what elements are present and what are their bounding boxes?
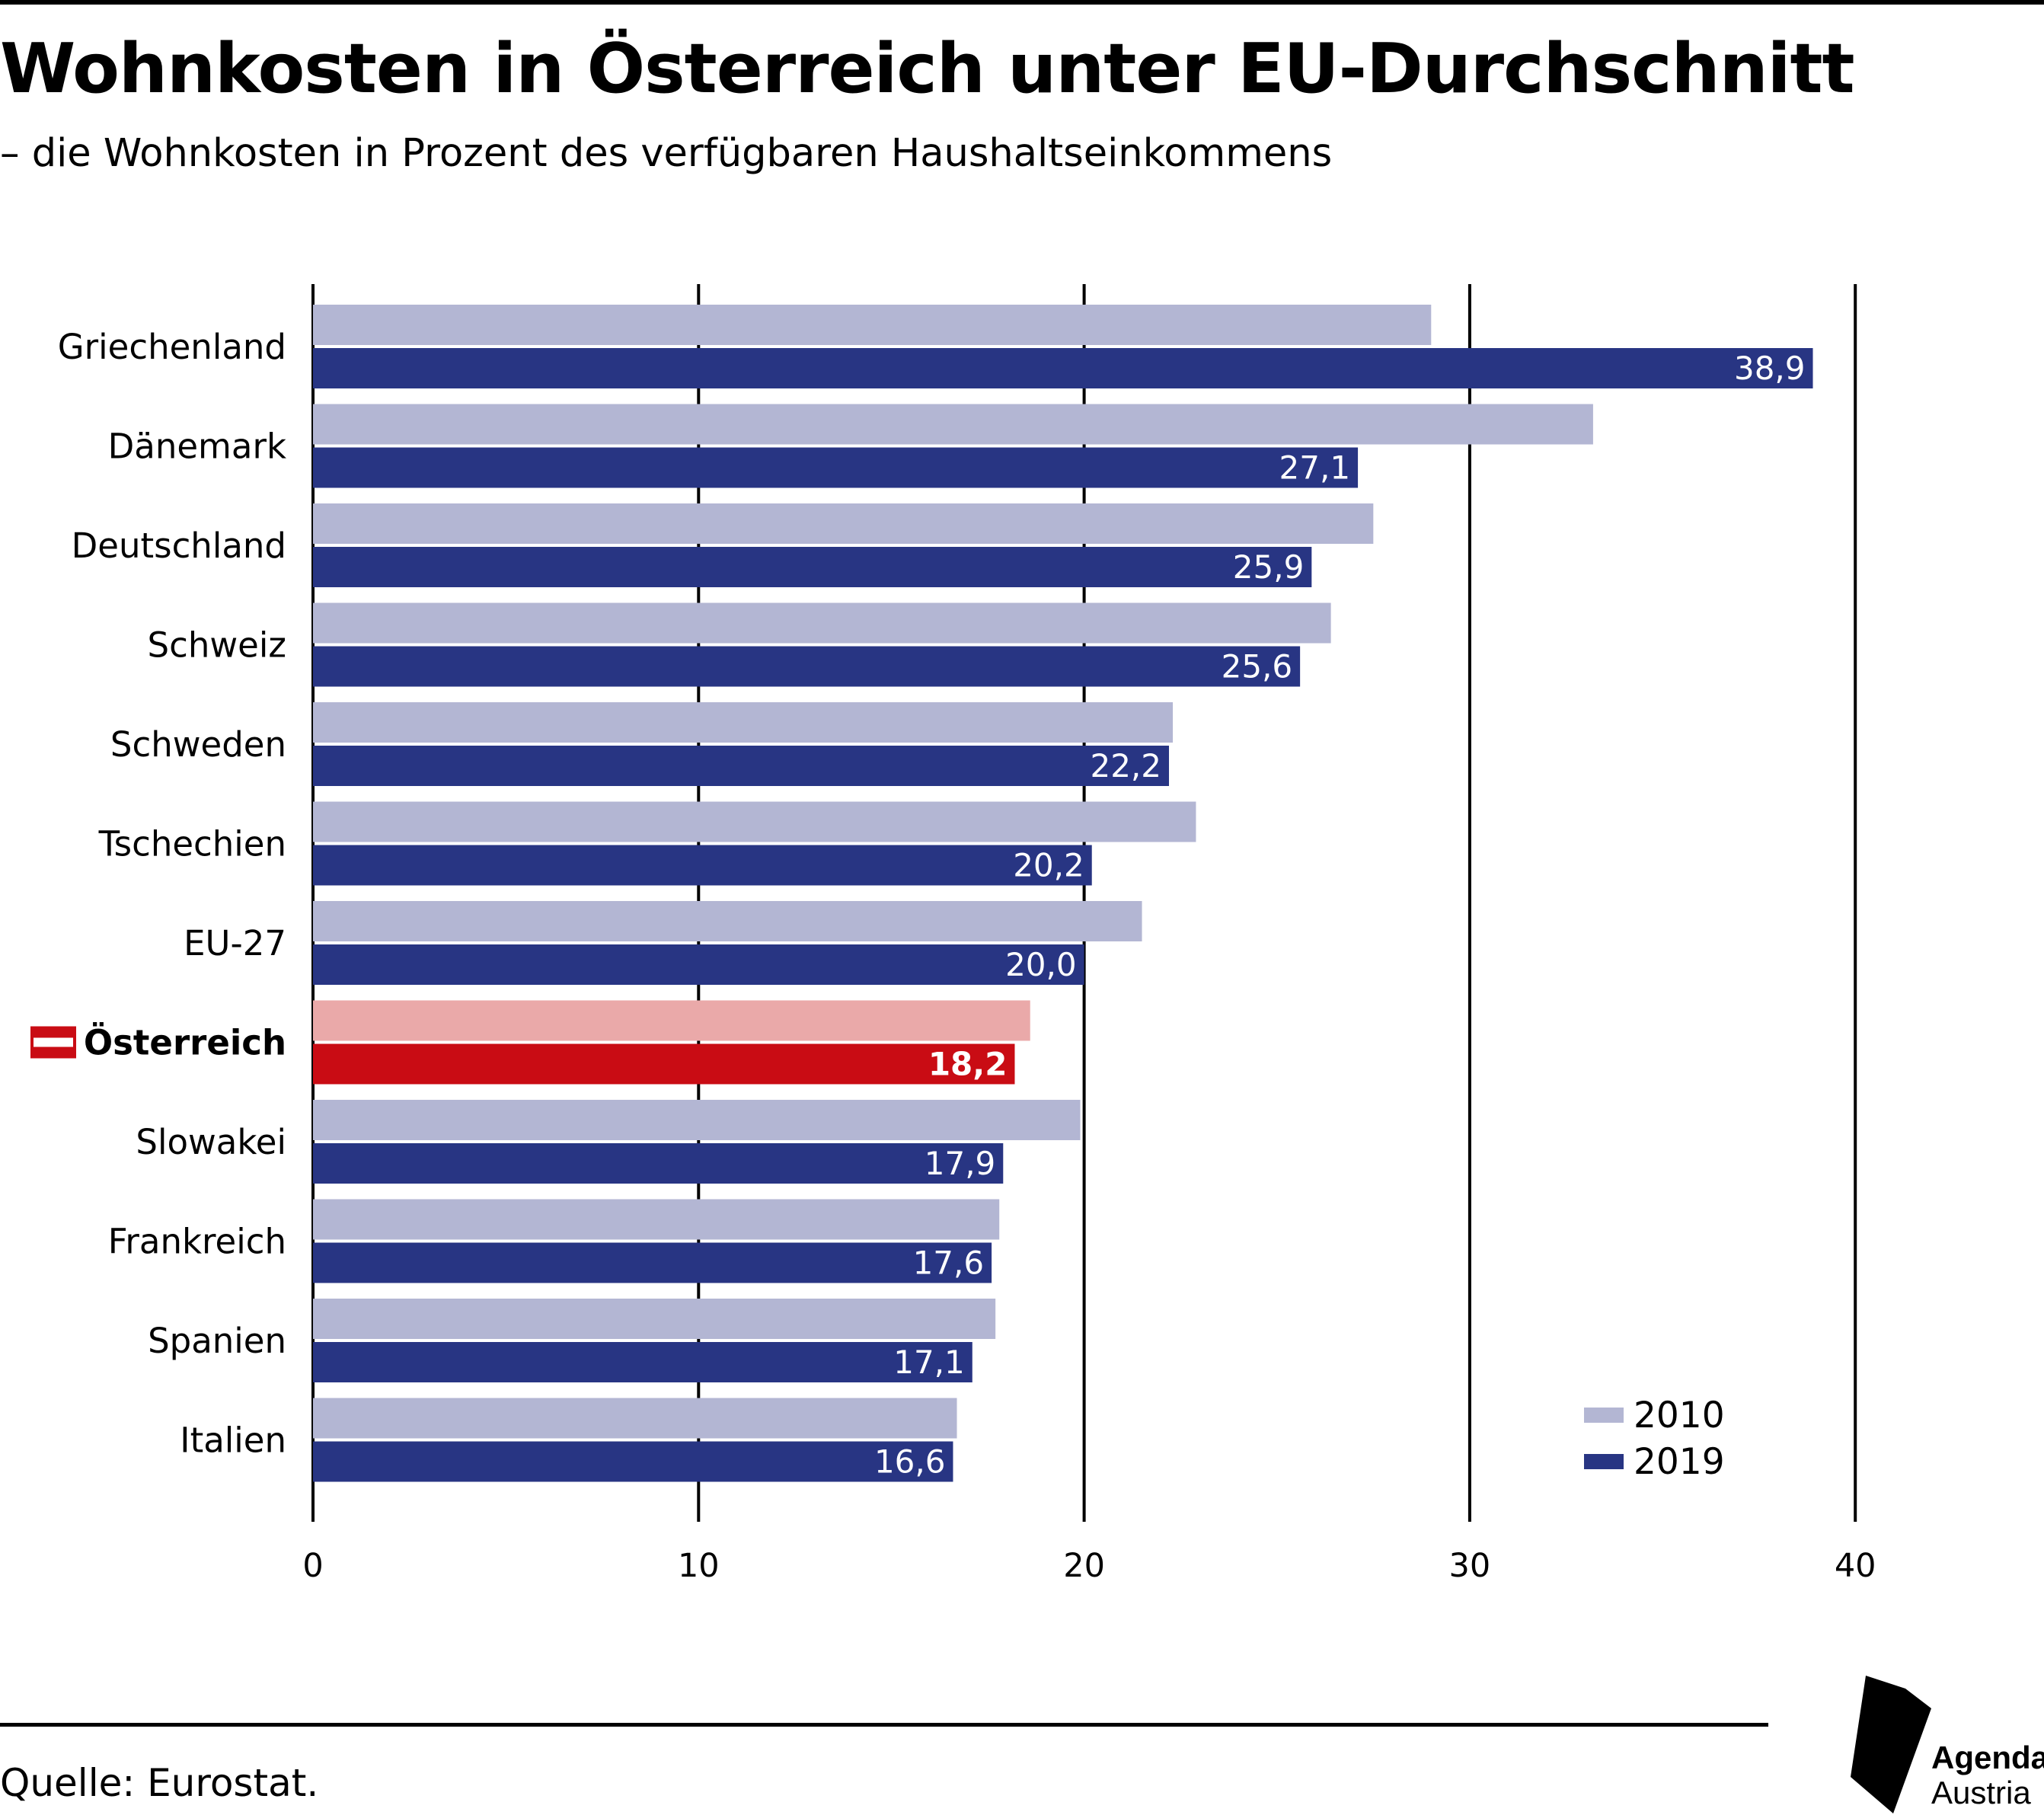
data-label-2019: 17,1 xyxy=(893,1344,965,1381)
data-label-2019: 16,6 xyxy=(874,1443,946,1481)
category-label: Slowakei xyxy=(136,1122,286,1162)
category-label: Schweiz xyxy=(148,625,286,666)
bar-2010-spanien xyxy=(313,1299,996,1339)
bar-2019-dänemark xyxy=(313,447,1359,488)
bar-2019-spanien xyxy=(313,1342,972,1382)
source-note: Quelle: Eurostat. xyxy=(0,1761,319,1805)
bar-2010-schweiz xyxy=(313,602,1331,644)
data-label-2019: 27,1 xyxy=(1279,449,1351,487)
flag-stripe xyxy=(34,1037,73,1047)
x-tick-label: 40 xyxy=(1835,1547,1876,1585)
category-labels: Griechenland Dänemark Deutschland Schweiz Sc… xyxy=(30,327,286,1461)
bar-2010-eu-27 xyxy=(313,901,1142,941)
category-label: Dänemark xyxy=(108,427,286,467)
category-label: Schweden xyxy=(110,724,286,765)
category-label: Tschechien xyxy=(98,824,286,864)
category-label: EU-27 xyxy=(184,923,286,963)
category-label: Frankreich xyxy=(108,1222,286,1262)
bar-2019-deutschland xyxy=(313,547,1312,587)
legend-label: 2010 xyxy=(1634,1395,1725,1436)
legend-label: 2019 xyxy=(1634,1441,1725,1483)
data-label-2019: 17,6 xyxy=(913,1245,985,1282)
logo-mark xyxy=(1851,1676,1931,1813)
bar-2019-slowakei xyxy=(313,1143,1004,1184)
data-label-2019: 25,9 xyxy=(1233,548,1305,586)
bar-2019-österreich xyxy=(313,1043,1015,1085)
data-label-2019: 38,9 xyxy=(1734,350,1806,387)
bar-2010-italien xyxy=(313,1398,957,1439)
x-tick-label: 20 xyxy=(1063,1547,1105,1585)
bar-2010-frankreich xyxy=(313,1199,1000,1240)
logo-line-1: Agenda xyxy=(1931,1740,2044,1775)
bar-2010-tschechien xyxy=(313,801,1196,842)
bar-2010-österreich xyxy=(313,1000,1030,1041)
bar-2019-eu-27 xyxy=(313,944,1084,985)
bar-2010-deutschland xyxy=(313,503,1374,544)
bars: 38,9 27,1 25,9 25,6 22,2 20,2 20,0 18,2 17,9 17,6… xyxy=(313,305,1813,1482)
bar-2010-slowakei xyxy=(313,1100,1081,1140)
top-rule xyxy=(0,0,2044,5)
data-label-2019: 22,2 xyxy=(1090,747,1161,784)
category-label: Griechenland xyxy=(58,327,286,367)
logo-line-2: Austria xyxy=(1931,1775,2031,1810)
category-label: Italien xyxy=(180,1420,286,1461)
bar-2019-italien xyxy=(313,1441,953,1482)
category-label: Deutschland xyxy=(72,526,286,566)
agenda-austria-logo: Agenda Austria xyxy=(1851,1676,2044,1813)
legend-swatch-2019 xyxy=(1584,1454,1624,1469)
data-label-2019: 20,0 xyxy=(1005,946,1077,983)
bar-2019-frankreich xyxy=(313,1242,992,1283)
bar-2010-dänemark xyxy=(313,404,1593,445)
bar-2019-griechenland xyxy=(313,348,1813,388)
data-label-2019: 25,6 xyxy=(1222,648,1293,685)
x-tick-label: 30 xyxy=(1449,1547,1491,1585)
bottom-rule xyxy=(0,1723,1768,1727)
x-tick-label: 10 xyxy=(678,1547,720,1585)
chart-title: Wohnkosten in Österreich unter EU-Durchs… xyxy=(0,29,1855,109)
x-tick-label: 0 xyxy=(302,1547,323,1585)
bar-2019-schweiz xyxy=(313,646,1301,687)
bar-2010-schweden xyxy=(313,702,1174,743)
legend: 2010 2019 xyxy=(1584,1395,1725,1483)
chart-subtitle: – die Wohnkosten in Prozent des verfügba… xyxy=(0,131,1333,176)
bar-2019-tschechien xyxy=(313,845,1092,886)
data-label-2019: 20,2 xyxy=(1013,847,1084,884)
category-label: Spanien xyxy=(148,1321,286,1361)
bar-2010-griechenland xyxy=(313,305,1432,345)
category-label: Österreich xyxy=(84,1023,286,1063)
data-label-2019: 18,2 xyxy=(928,1046,1008,1083)
data-label-2019: 17,9 xyxy=(925,1145,996,1182)
bar-2019-schweden xyxy=(313,746,1169,786)
x-tick-labels: 0 10 20 30 40 xyxy=(302,1547,1876,1585)
legend-swatch-2010 xyxy=(1584,1408,1624,1423)
